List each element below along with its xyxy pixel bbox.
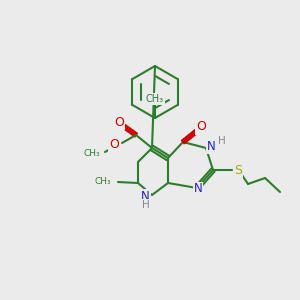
Text: N: N <box>141 190 150 202</box>
Text: CH₃: CH₃ <box>146 94 164 104</box>
Text: N: N <box>207 140 216 154</box>
Text: H: H <box>142 200 150 210</box>
Text: CH₃: CH₃ <box>83 148 100 158</box>
Text: CH₃: CH₃ <box>94 178 111 187</box>
Text: O: O <box>196 121 206 134</box>
Text: S: S <box>234 164 242 176</box>
Text: N: N <box>194 182 202 196</box>
Text: H: H <box>218 136 226 146</box>
Text: O: O <box>109 137 119 151</box>
Text: O: O <box>114 116 124 128</box>
